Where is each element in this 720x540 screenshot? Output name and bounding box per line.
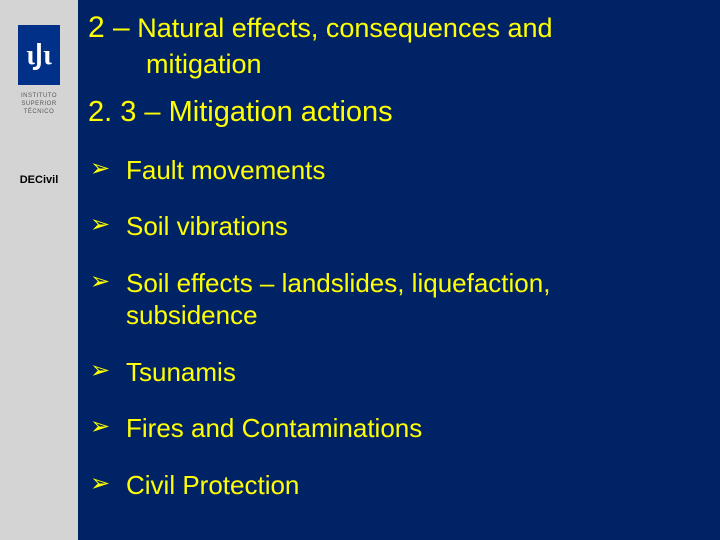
bullet-text: Fires and Contaminations	[126, 413, 422, 443]
inst-line-1: INSTITUTO	[21, 93, 57, 99]
chapter-title-line1: Natural effects, consequences and	[137, 13, 552, 43]
bullet-text: Tsunamis	[126, 357, 236, 387]
institution-logo: ιͿι	[18, 25, 60, 85]
list-item: Fault movements	[90, 154, 700, 187]
institution-name: INSTITUTO SUPERIOR TÉCNICO	[21, 93, 57, 116]
sidebar: ιͿι INSTITUTO SUPERIOR TÉCNICO DECivil	[0, 0, 78, 540]
list-item: Civil Protection	[90, 469, 700, 502]
list-item: Soil effects – landslides, liquefaction,…	[90, 267, 700, 332]
bullet-list: Fault movements Soil vibrations Soil eff…	[88, 154, 700, 502]
bullet-text-line2: subsidence	[126, 299, 700, 332]
department-label: DECivil	[20, 174, 59, 186]
bullet-text: Civil Protection	[126, 470, 299, 500]
logo-glyph: ιͿι	[26, 38, 52, 72]
bullet-text-line1: Soil effects – landslides, liquefaction,	[126, 268, 550, 298]
list-item: Fires and Contaminations	[90, 412, 700, 445]
slide-content: 2 – Natural effects, consequences and mi…	[78, 0, 720, 540]
chapter-heading: 2 – Natural effects, consequences and mi…	[88, 8, 700, 82]
chapter-number: 2 –	[88, 11, 130, 44]
inst-line-3: TÉCNICO	[24, 109, 55, 115]
inst-line-2: SUPERIOR	[21, 101, 56, 107]
chapter-title-line2: mitigation	[88, 47, 700, 82]
bullet-text: Soil vibrations	[126, 211, 288, 241]
list-item: Tsunamis	[90, 356, 700, 389]
bullet-text: Fault movements	[126, 155, 325, 185]
list-item: Soil vibrations	[90, 210, 700, 243]
section-heading: 2. 3 – Mitigation actions	[88, 94, 700, 132]
